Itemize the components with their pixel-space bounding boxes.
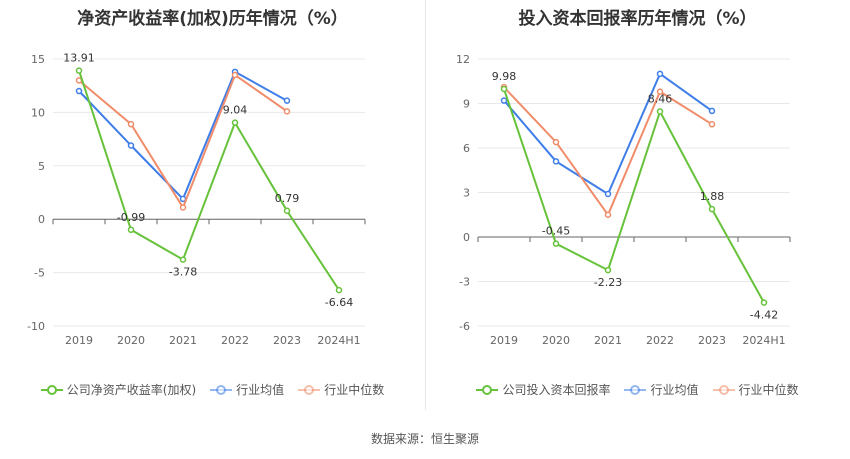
data-label: -6.64	[325, 296, 353, 309]
y-tick-label: 10	[31, 106, 45, 119]
y-tick-label: 9	[463, 98, 470, 111]
data-point-company	[231, 119, 239, 126]
data-point-avg	[656, 70, 664, 78]
data-label: -2.23	[594, 276, 622, 289]
roe-plot: -10 -5 0 5 10 15 2019 2020 2021 2022 2023 2024H1 13.…	[27, 52, 366, 347]
data-point-company	[127, 226, 135, 234]
data-point-avg	[552, 158, 560, 165]
data-source: 数据来源：恒生聚源	[370, 432, 479, 446]
data-point-company	[283, 207, 291, 215]
series-line-company	[503, 88, 765, 304]
data-point-avg	[500, 97, 508, 104]
x-tick-label: 2019	[490, 334, 518, 347]
data-label: 0.79	[275, 192, 300, 205]
x-tick-label: 2023	[698, 334, 726, 347]
legend-item-avg[interactable]: 行业均值	[624, 381, 699, 398]
data-point-median	[127, 120, 135, 128]
x-tick-label: 2019	[65, 334, 93, 347]
legend-line-icon	[298, 384, 321, 395]
data-point-median	[179, 204, 187, 211]
data-point-avg	[708, 107, 716, 115]
data-point-company	[656, 108, 664, 115]
roe-legend: 公司净资产收益率(加权) 行业均值 行业中位数	[0, 381, 425, 398]
y-tick-label: -10	[27, 320, 45, 333]
y-tick-label: -6	[459, 320, 470, 333]
legend-label: 公司投入资本回报率	[502, 383, 611, 397]
legend-item-company[interactable]: 公司净资产收益率(加权)	[40, 381, 197, 398]
data-point-median	[656, 88, 664, 95]
legend-line-icon	[624, 384, 647, 395]
chart-title: 净资产收益率(加权)历年情况（%）	[77, 9, 348, 29]
legend-label: 行业中位数	[324, 383, 385, 397]
data-point-company	[500, 85, 508, 93]
legend-item-median[interactable]: 行业中位数	[298, 381, 384, 398]
y-tick-label: -5	[34, 267, 45, 280]
data-label: 13.91	[63, 52, 95, 65]
data-point-company	[179, 256, 187, 263]
data-label: -4.42	[750, 309, 778, 322]
data-point-avg	[127, 142, 135, 149]
legend-line-icon	[210, 384, 233, 395]
data-point-median	[283, 108, 291, 115]
data-point-company	[604, 266, 612, 274]
y-tick-label: 3	[463, 187, 470, 200]
x-tick-label: 2024H1	[317, 334, 360, 347]
series-line-avg	[503, 72, 713, 196]
data-point-avg	[283, 97, 291, 104]
roe-chart: 净资产收益率(加权)历年情况（%） -10 -5 0 5 10 15 2019 2020 202…	[0, 0, 425, 420]
data-label: 1.88	[700, 190, 725, 203]
roic-plot: -6 -3 0 3 6 9 12 2019 2020 2021 2022 2023 2024H1 9.98…	[456, 53, 791, 347]
series-line-company	[78, 70, 340, 291]
data-label: 9.98	[492, 70, 517, 83]
x-tick-label: 2021	[594, 334, 622, 347]
y-tick-label: -3	[459, 276, 470, 289]
data-point-median	[552, 138, 560, 146]
y-tick-label: 0	[463, 231, 470, 244]
data-point-company	[75, 67, 83, 74]
data-point-median	[708, 121, 716, 128]
x-tick-label: 2020	[117, 334, 145, 347]
y-tick-label: 5	[38, 160, 45, 173]
y-tick-label: 15	[31, 53, 45, 66]
y-tick-label: 6	[463, 142, 470, 155]
chart-title: 投入资本回报率历年情况（%）	[518, 9, 757, 29]
legend-line-icon	[40, 384, 63, 395]
legend-label: 行业均值	[236, 383, 285, 397]
roic-legend: 公司投入资本回报率 行业均值 行业中位数	[425, 381, 850, 398]
legend-label: 行业中位数	[738, 383, 799, 397]
data-label: 8.46	[648, 93, 673, 106]
data-point-company	[335, 286, 343, 294]
data-point-median	[231, 71, 239, 79]
series-line-median	[78, 73, 288, 210]
data-point-company	[552, 240, 560, 247]
x-tick-label: 2022	[646, 334, 674, 347]
data-label: -0.99	[117, 211, 145, 224]
x-tick-label: 2022	[221, 334, 249, 347]
chart-divider	[425, 0, 426, 410]
legend-label: 行业均值	[650, 383, 699, 397]
data-point-company	[760, 299, 768, 306]
legend-item-company[interactable]: 公司投入资本回报率	[476, 381, 610, 398]
series-line-avg	[78, 70, 288, 201]
legend-line-icon	[712, 384, 735, 395]
roic-chart: 投入资本回报率历年情况（%） -6 -3 0 3 6 9 12 2019 2020 2021 202…	[425, 0, 850, 420]
x-tick-label: 2023	[273, 334, 301, 347]
data-point-avg	[75, 87, 83, 95]
legend-item-avg[interactable]: 行业均值	[210, 381, 284, 398]
data-point-median	[604, 211, 612, 218]
legend-line-icon	[476, 384, 499, 395]
legend-item-median[interactable]: 行业中位数	[712, 381, 799, 398]
data-label: -0.45	[542, 225, 570, 238]
x-tick-label: 2020	[542, 334, 570, 347]
data-point-avg	[604, 190, 612, 198]
y-tick-label: 0	[38, 213, 45, 226]
y-tick-label: 12	[456, 53, 470, 66]
x-tick-label: 2021	[169, 334, 197, 347]
data-label: 9.04	[223, 104, 248, 117]
x-tick-label: 2024H1	[742, 334, 785, 347]
data-point-company	[708, 205, 716, 213]
data-label: -3.78	[169, 266, 197, 279]
legend-label: 公司净资产收益率(加权)	[66, 383, 197, 397]
